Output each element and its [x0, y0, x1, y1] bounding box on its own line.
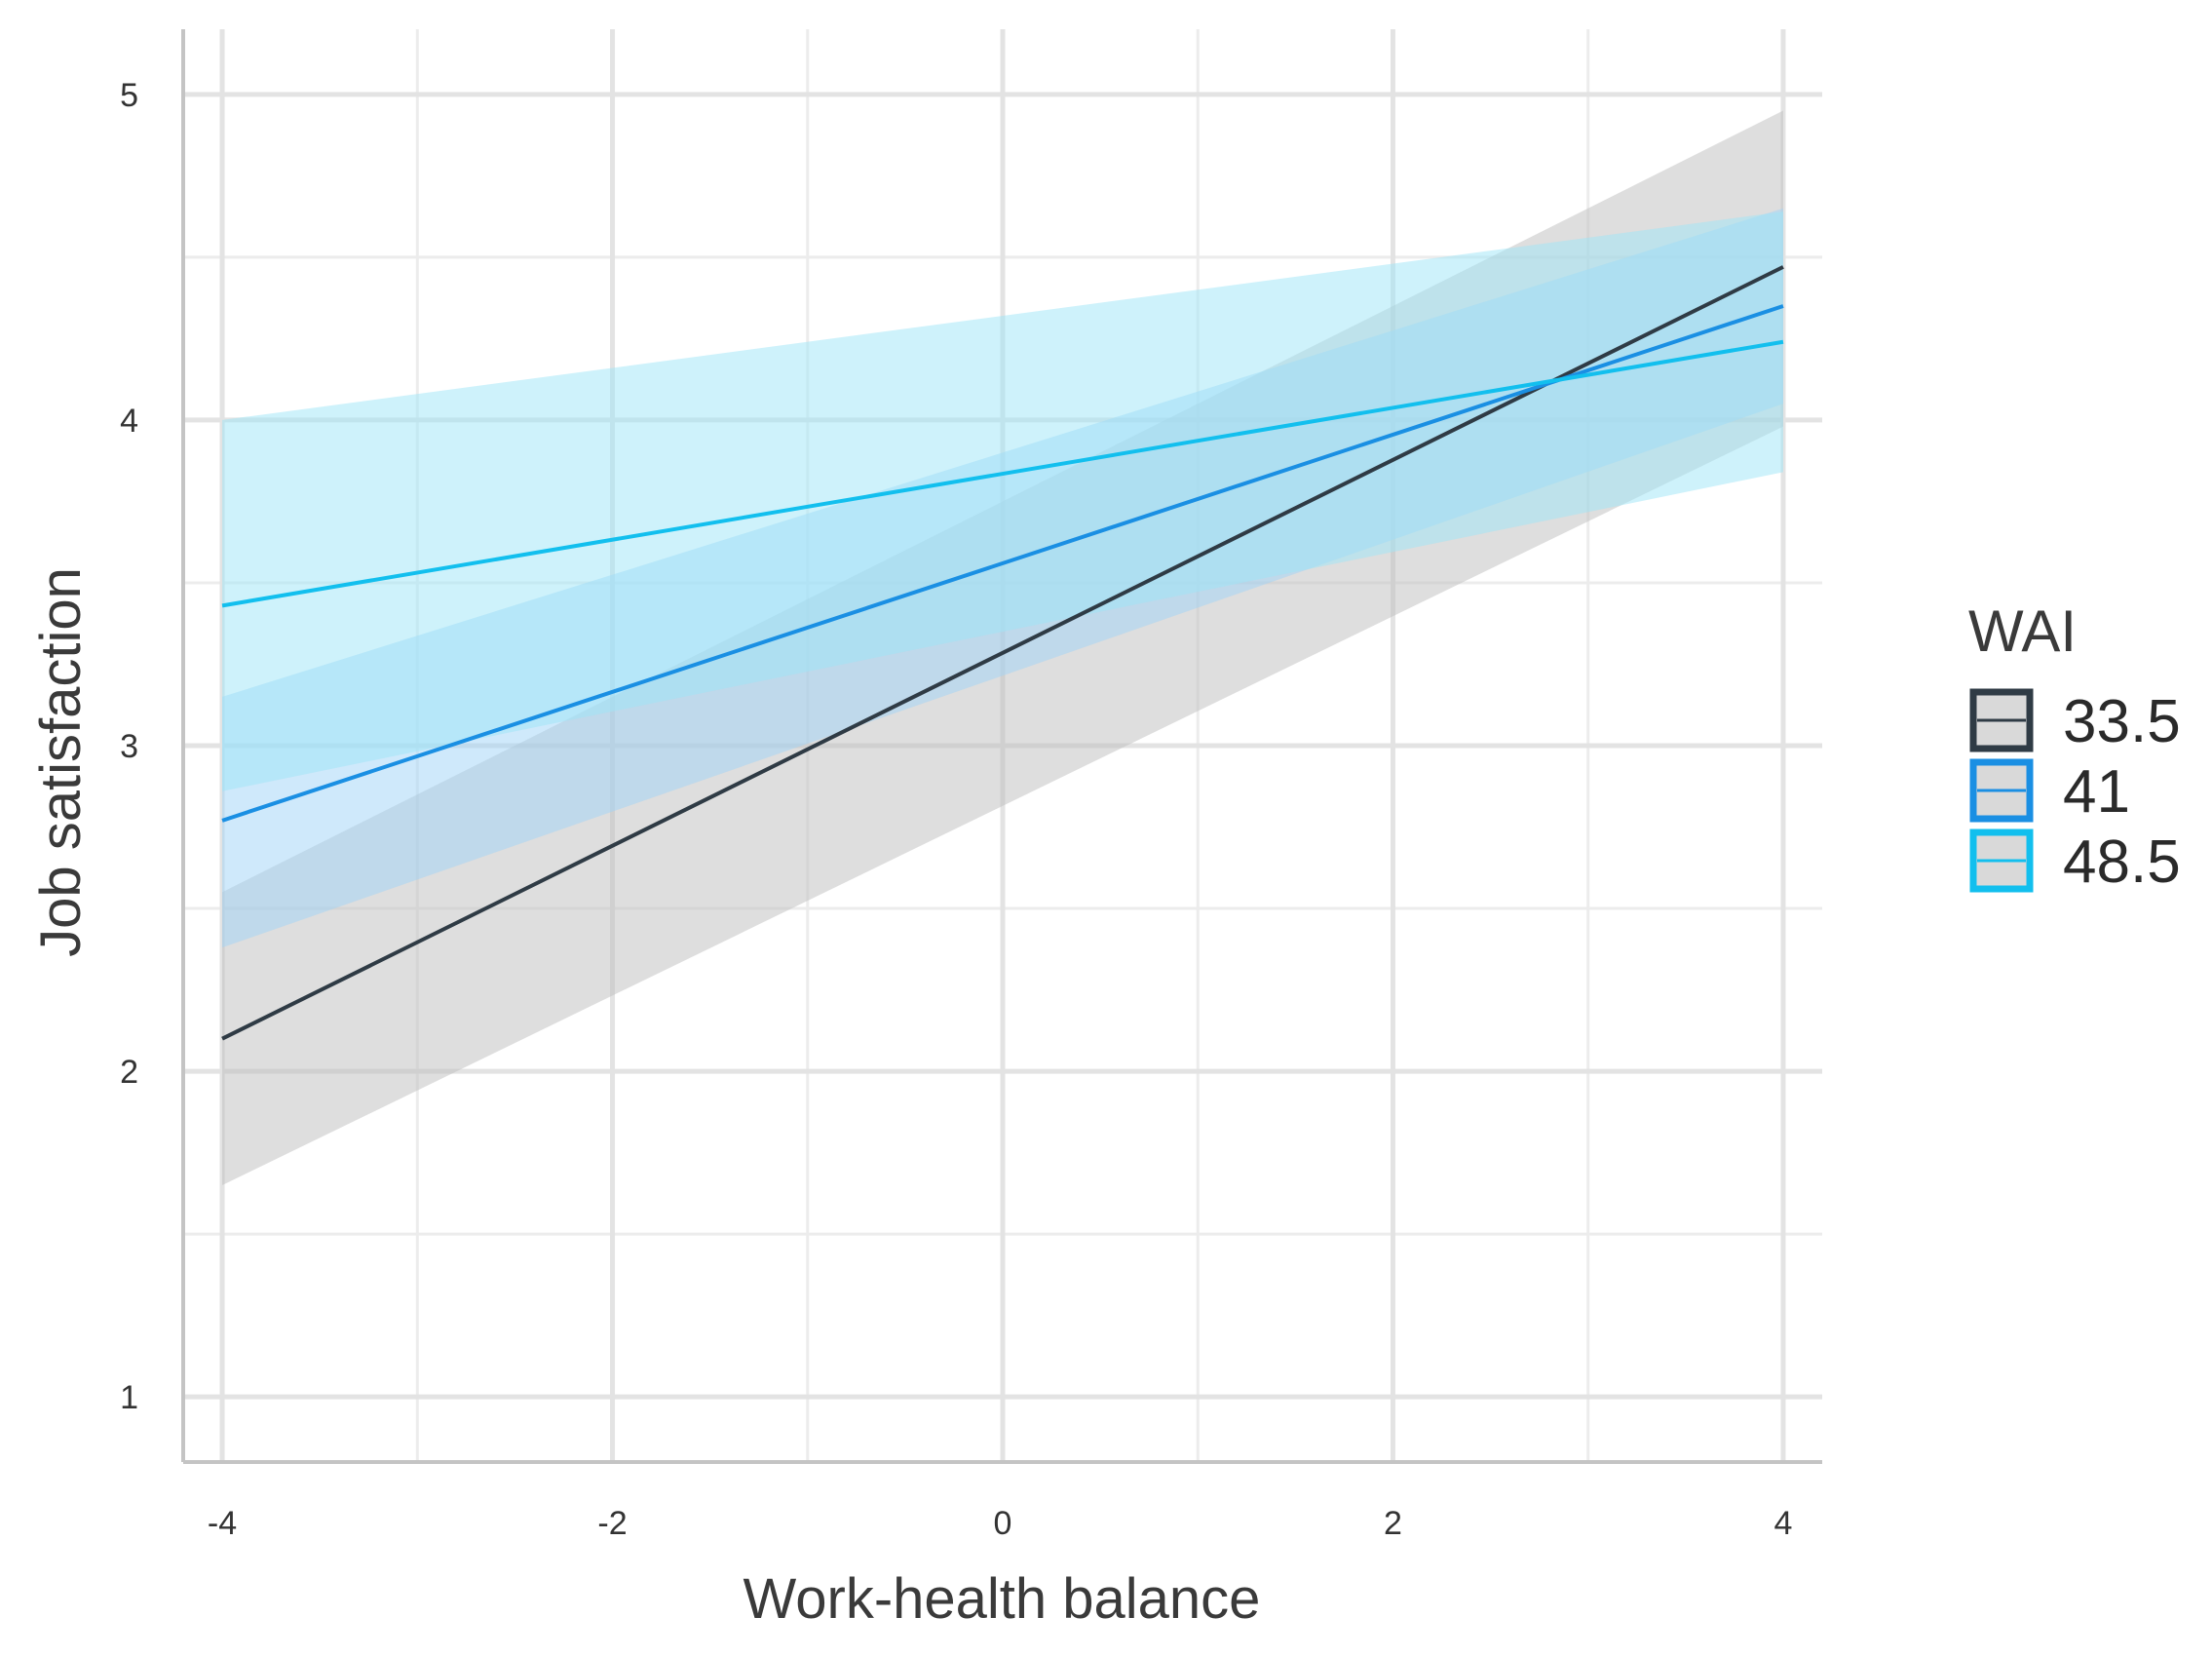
series-line-48.5 [221, 339, 1784, 608]
series-line-33.5 [221, 265, 1784, 1041]
x-tick-labels: -4 -2 0 2 4 [208, 1505, 1792, 1542]
x-tick-label: 4 [1773, 1505, 1792, 1542]
legend-item-41: 41 [1969, 758, 2130, 826]
series-lines [221, 265, 1784, 1041]
legend-item-48.5: 48.5 [1969, 828, 2181, 896]
x-tick-label: -2 [597, 1505, 627, 1542]
y-tick-label: 5 [120, 77, 138, 114]
legend-label-48.5: 48.5 [2063, 828, 2181, 896]
legend-title: WAI [1968, 598, 2077, 664]
x-axis-title: Work-health balance [744, 1567, 1261, 1631]
x-tick-label: -4 [208, 1505, 237, 1542]
x-tick-label: 2 [1384, 1505, 1402, 1542]
y-tick-label: 4 [120, 403, 138, 440]
y-tick-label: 2 [120, 1054, 138, 1091]
y-tick-label: 3 [120, 728, 138, 765]
legend-item-33.5: 33.5 [1969, 688, 2181, 755]
series-line-41 [221, 304, 1784, 823]
confidence-bands [222, 110, 1783, 1186]
axes [181, 29, 1822, 1464]
confidence-band-48.5 [222, 212, 1783, 791]
y-axis-title: Job satisfaction [29, 567, 93, 957]
legend-label-33.5: 33.5 [2063, 688, 2181, 755]
x-tick-label: 0 [994, 1505, 1012, 1542]
y-tick-label: 1 [120, 1379, 138, 1416]
y-tick-labels: 1 2 3 4 5 [120, 77, 138, 1416]
legend-label-41: 41 [2063, 758, 2130, 826]
